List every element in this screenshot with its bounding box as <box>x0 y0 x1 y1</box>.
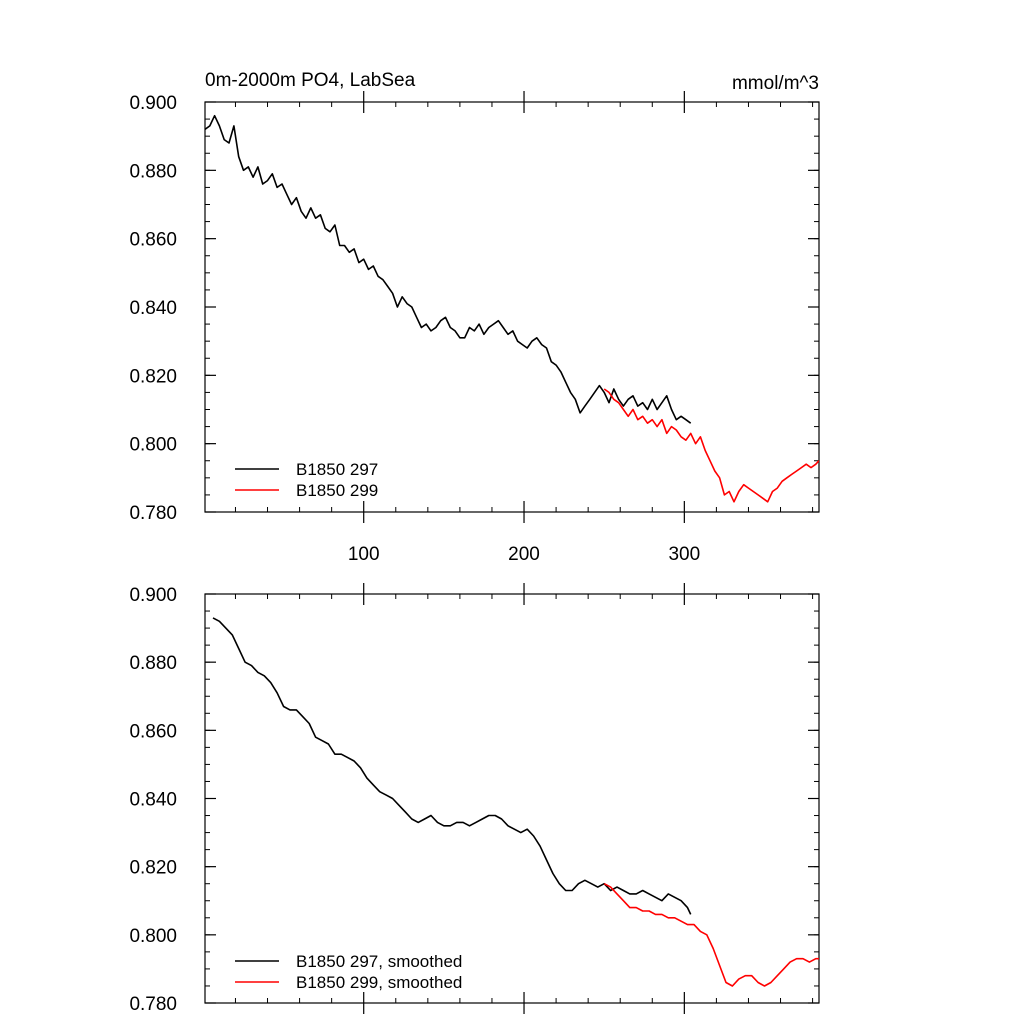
x-tick-label: 200 <box>508 544 540 565</box>
top-panel: 0.780 0.800 0.820 0.840 0.860 0.880 0.900 100 20… <box>129 70 820 565</box>
legend-label: B1850 299 <box>296 481 378 500</box>
legend-label: B1850 297 <box>296 460 378 479</box>
plot-frame <box>204 593 820 1004</box>
legend-label: B1850 297, smoothed <box>296 952 462 971</box>
y-tick-label: 0.860 <box>129 721 177 742</box>
series-line-1 <box>603 882 819 987</box>
x-tick-label: 300 <box>668 544 700 565</box>
y-tick-label: 0.860 <box>129 230 177 251</box>
legend-label: B1850 299, smoothed <box>296 973 462 992</box>
y-tick-label: 0.820 <box>129 366 177 387</box>
y-tick-label: 0.820 <box>129 858 177 879</box>
y-tick-label: 0.900 <box>129 93 177 114</box>
y-tick-label: 0.840 <box>129 298 177 319</box>
y-tick-label: 0.800 <box>129 435 177 456</box>
units-label: mmol/m^3 <box>732 73 819 94</box>
y-tick-label: 0.880 <box>129 653 177 674</box>
y-tick-label: 0.780 <box>129 503 177 524</box>
y-tick-label: 0.780 <box>129 994 177 1015</box>
series-line-0 <box>212 617 692 915</box>
series-line-1 <box>603 388 819 503</box>
y-tick-label: 0.800 <box>129 926 177 947</box>
bottom-panel: 0.780 0.800 0.820 0.840 0.860 0.880 0.900 B1850… <box>129 583 820 1015</box>
plot-frame <box>204 101 820 513</box>
series-line-0 <box>205 114 692 424</box>
y-tick-label: 0.900 <box>129 585 177 606</box>
x-tick-label: 100 <box>348 544 380 565</box>
chart-title: 0m-2000m PO4, LabSea <box>205 70 416 91</box>
y-tick-label: 0.840 <box>129 790 177 811</box>
y-tick-label: 0.880 <box>129 161 177 182</box>
